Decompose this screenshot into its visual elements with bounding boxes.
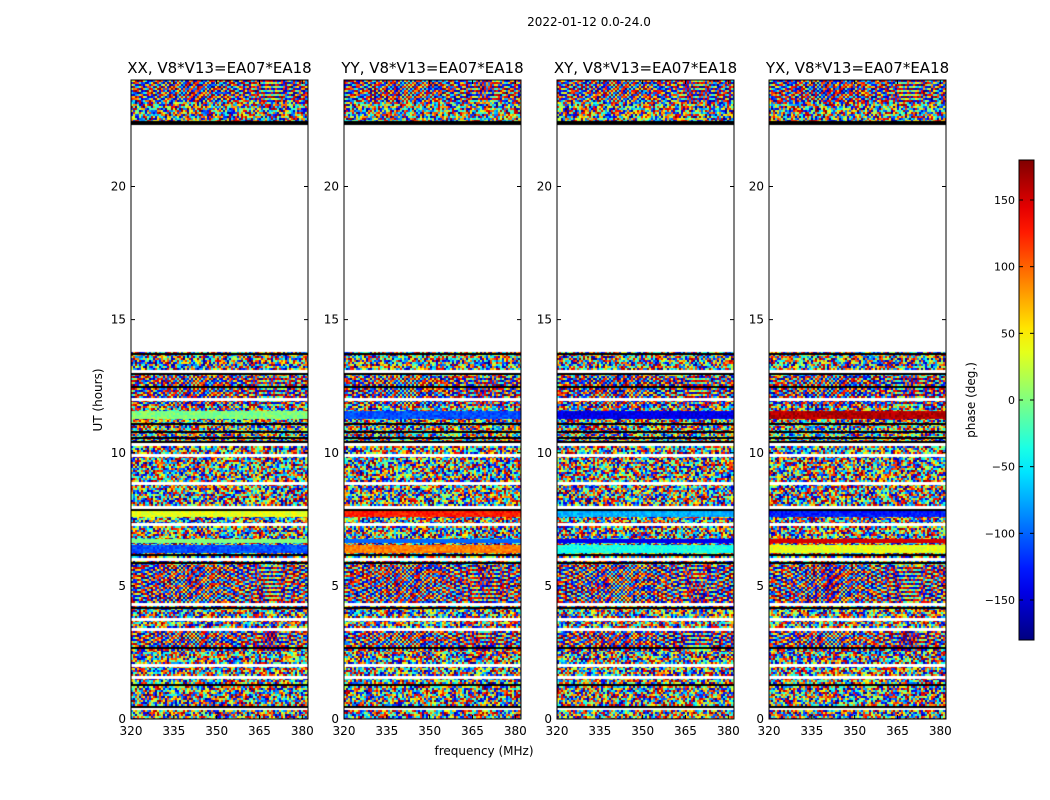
colorbar-tick-label: −50 bbox=[992, 461, 1015, 474]
x-tick-label: 350 bbox=[631, 724, 654, 738]
y-axis-title: UT (hours) bbox=[91, 368, 105, 431]
colorbar-tick-label: −150 bbox=[985, 594, 1015, 607]
y-tick-label: 15 bbox=[111, 313, 126, 327]
panel-yx: YX, V8*V13=EA07*EA18 320 335 350 365 380 0 5 10 1… bbox=[749, 59, 952, 738]
colorbar-tick-label: 0 bbox=[1008, 394, 1015, 407]
x-tick-label: 380 bbox=[929, 724, 952, 738]
y-tick-label: 5 bbox=[331, 579, 339, 593]
panel-frame bbox=[130, 79, 309, 720]
colorbar-gradient bbox=[1019, 160, 1034, 640]
panel-xy: XY, V8*V13=EA07*EA18 320 335 350 365 380 0 5 10 1… bbox=[537, 59, 740, 738]
x-tick-label: 320 bbox=[120, 724, 143, 738]
colorbar-tick-label: 150 bbox=[994, 194, 1015, 207]
x-tick-label: 365 bbox=[886, 724, 909, 738]
x-tick-label: 335 bbox=[375, 724, 398, 738]
x-tick-label: 365 bbox=[461, 724, 484, 738]
phase-heatmap-yx bbox=[769, 80, 946, 719]
y-tick-label: 5 bbox=[756, 579, 764, 593]
y-tick-label: 10 bbox=[324, 446, 339, 460]
y-tick-label: 0 bbox=[756, 712, 764, 726]
x-tick-label: 320 bbox=[758, 724, 781, 738]
y-tick-label: 15 bbox=[749, 313, 764, 327]
x-tick-label: 350 bbox=[418, 724, 441, 738]
panel-title: YY, V8*V13=EA07*EA18 bbox=[340, 59, 523, 77]
x-tick-label: 380 bbox=[717, 724, 740, 738]
phase-heatmap-yy bbox=[344, 80, 521, 719]
panel-frame bbox=[768, 79, 947, 720]
colorbar-tick-label: 50 bbox=[1001, 327, 1015, 340]
colorbar: 150 100 50 0 −50 −100 −150 phase (deg.) bbox=[964, 159, 1035, 641]
panel-title: YX, V8*V13=EA07*EA18 bbox=[765, 59, 949, 77]
y-tick-label: 5 bbox=[118, 579, 126, 593]
y-tick-label: 10 bbox=[749, 446, 764, 460]
panel-yy: YY, V8*V13=EA07*EA18 320 335 350 365 380 0 5 10 1… bbox=[324, 59, 527, 738]
x-tick-label: 350 bbox=[205, 724, 228, 738]
figure-suptitle: 2022-01-12 0.0-24.0 bbox=[527, 15, 651, 29]
x-tick-label: 320 bbox=[546, 724, 569, 738]
y-tick-label: 0 bbox=[544, 712, 552, 726]
panel-xx: XX, V8*V13=EA07*EA18 320 335 350 365 380 0 5 10 1… bbox=[111, 59, 314, 738]
panel-frame bbox=[556, 79, 735, 720]
y-tick-label: 10 bbox=[111, 446, 126, 460]
y-tick-label: 5 bbox=[544, 579, 552, 593]
panel-title: XY, V8*V13=EA07*EA18 bbox=[554, 59, 737, 77]
y-tick-label: 20 bbox=[111, 180, 126, 194]
colorbar-tick-label: 100 bbox=[994, 261, 1015, 274]
y-tick-label: 20 bbox=[749, 180, 764, 194]
x-tick-label: 335 bbox=[800, 724, 823, 738]
y-tick-label: 20 bbox=[537, 180, 552, 194]
phase-heatmap-xx bbox=[131, 80, 308, 719]
panel-frame bbox=[343, 79, 522, 720]
panel-title: XX, V8*V13=EA07*EA18 bbox=[127, 59, 311, 77]
y-tick-label: 0 bbox=[331, 712, 339, 726]
x-tick-label: 350 bbox=[843, 724, 866, 738]
y-tick-label: 15 bbox=[537, 313, 552, 327]
phase-heatmap-xy bbox=[557, 80, 734, 719]
x-tick-label: 335 bbox=[588, 724, 611, 738]
y-tick-label: 10 bbox=[537, 446, 552, 460]
x-axis-title: frequency (MHz) bbox=[434, 744, 533, 758]
colorbar-tick-label: −100 bbox=[985, 527, 1015, 540]
x-tick-label: 320 bbox=[333, 724, 356, 738]
y-tick-label: 0 bbox=[118, 712, 126, 726]
panels-group: XX, V8*V13=EA07*EA18 320 335 350 365 380 0 5 10 1… bbox=[111, 59, 952, 738]
y-tick-label: 15 bbox=[324, 313, 339, 327]
y-tick-label: 20 bbox=[324, 180, 339, 194]
x-tick-label: 365 bbox=[248, 724, 271, 738]
x-tick-label: 380 bbox=[504, 724, 527, 738]
x-tick-label: 380 bbox=[291, 724, 314, 738]
x-tick-label: 365 bbox=[674, 724, 697, 738]
x-tick-label: 335 bbox=[162, 724, 185, 738]
colorbar-label: phase (deg.) bbox=[964, 362, 978, 438]
